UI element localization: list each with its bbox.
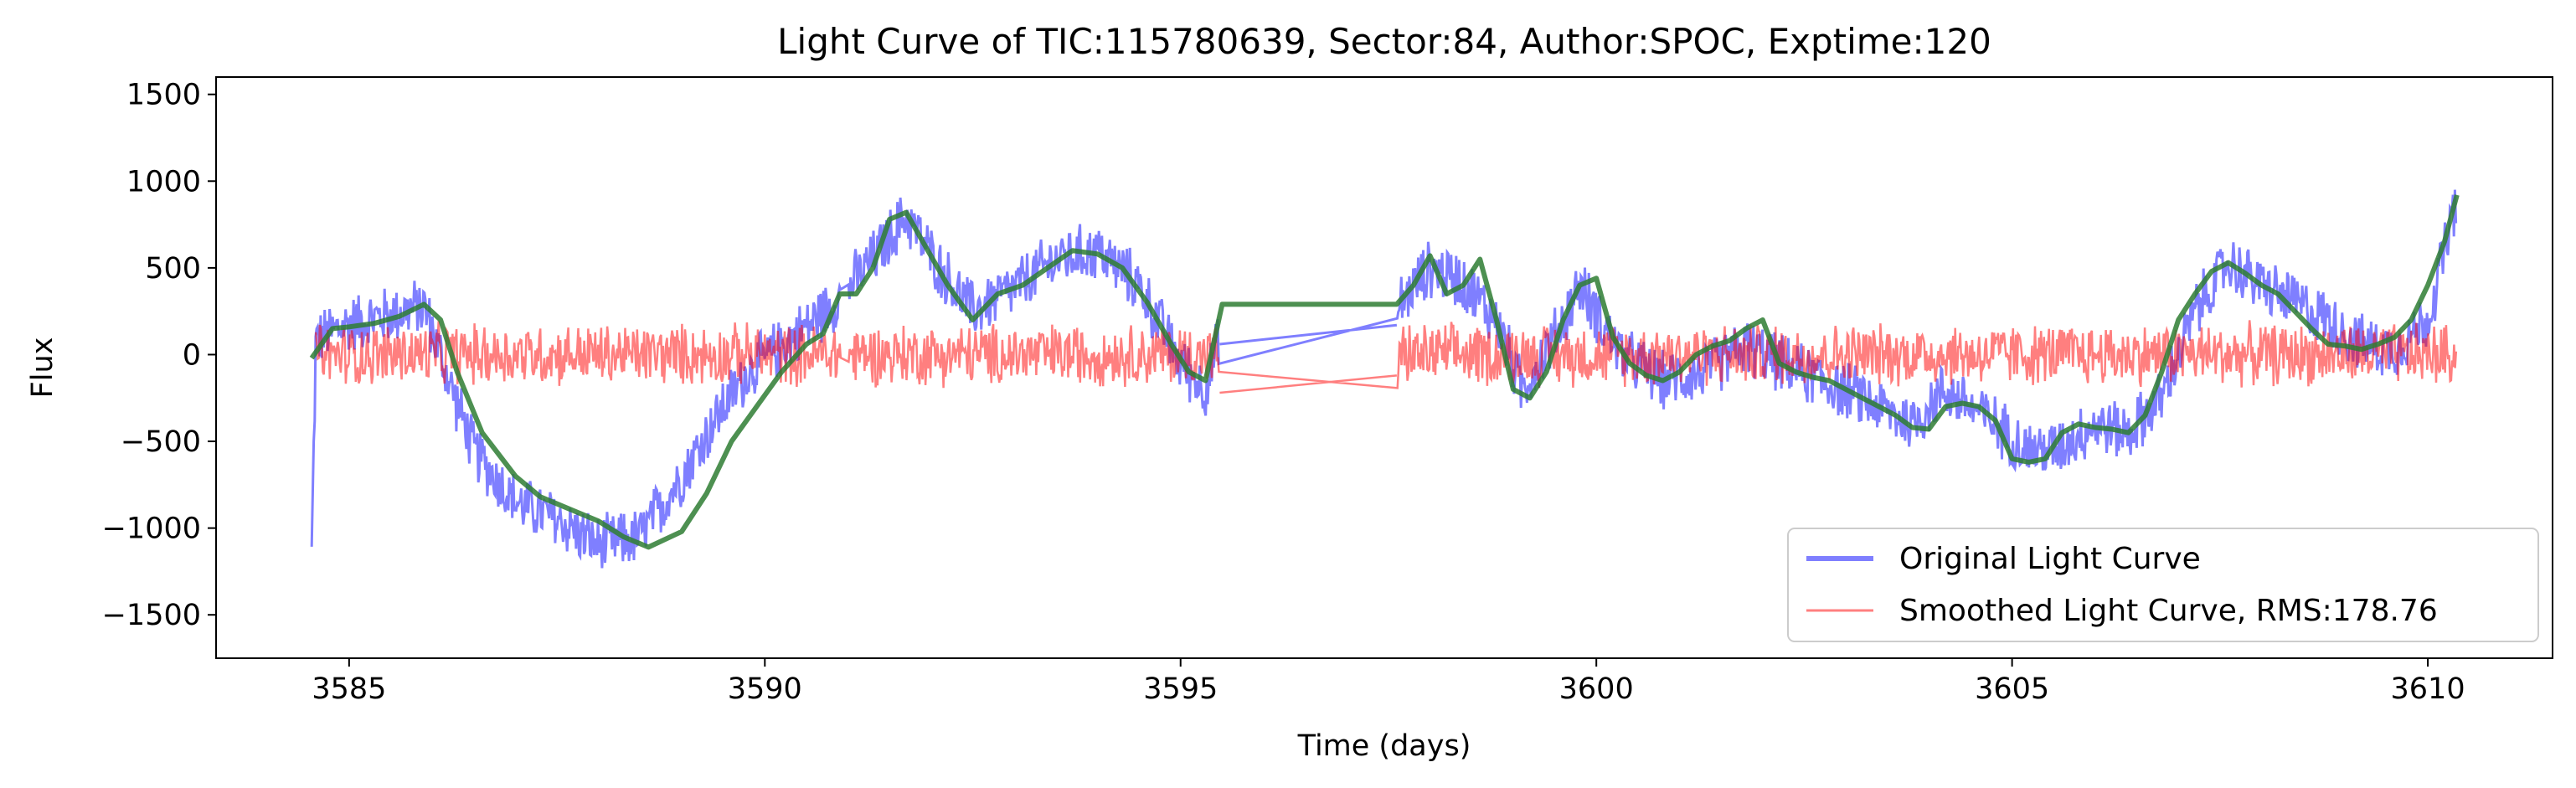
x-tick-label: 3605 — [1975, 672, 2049, 706]
y-tick-label: 500 — [145, 252, 201, 286]
x-tick-label: 3595 — [1143, 672, 1218, 706]
legend: Original Light Curve Smoothed Light Curv… — [1787, 528, 2539, 642]
x-tick-label: 3610 — [2391, 672, 2465, 706]
y-tick-label: −1000 — [102, 512, 201, 546]
series-smoothed-light-curve — [314, 320, 2458, 394]
x-tick-label: 3590 — [728, 672, 802, 706]
y-tick-label: −1500 — [102, 599, 201, 632]
legend-label-original: Original Light Curve — [1899, 542, 2201, 576]
plot-frame — [215, 76, 2553, 659]
x-axis-label: Time (days) — [1297, 729, 1471, 763]
y-tick-label: 0 — [183, 338, 201, 372]
legend-label-smoothed: Smoothed Light Curve, RMS:178.76 — [1899, 594, 2438, 628]
chart-title: Light Curve of TIC:115780639, Sector:84,… — [777, 21, 1991, 62]
y-tick-label: 1000 — [126, 165, 201, 198]
x-tick-label: 3600 — [1559, 672, 1634, 706]
plot-area — [309, 189, 2460, 569]
legend-box — [1787, 528, 2539, 642]
x-tick-label: 3585 — [312, 672, 386, 706]
y-axis: −1500 −1000 −500 0 500 1000 1500 — [102, 79, 216, 632]
y-tick-label: 1500 — [126, 79, 201, 112]
series-original-light-curve — [310, 189, 2458, 569]
x-axis: 3585 3590 3595 3600 3605 3610 — [312, 658, 2465, 706]
y-axis-label: Flux — [26, 337, 59, 399]
y-tick-label: −500 — [121, 425, 201, 459]
series-trend-line — [309, 194, 2460, 550]
